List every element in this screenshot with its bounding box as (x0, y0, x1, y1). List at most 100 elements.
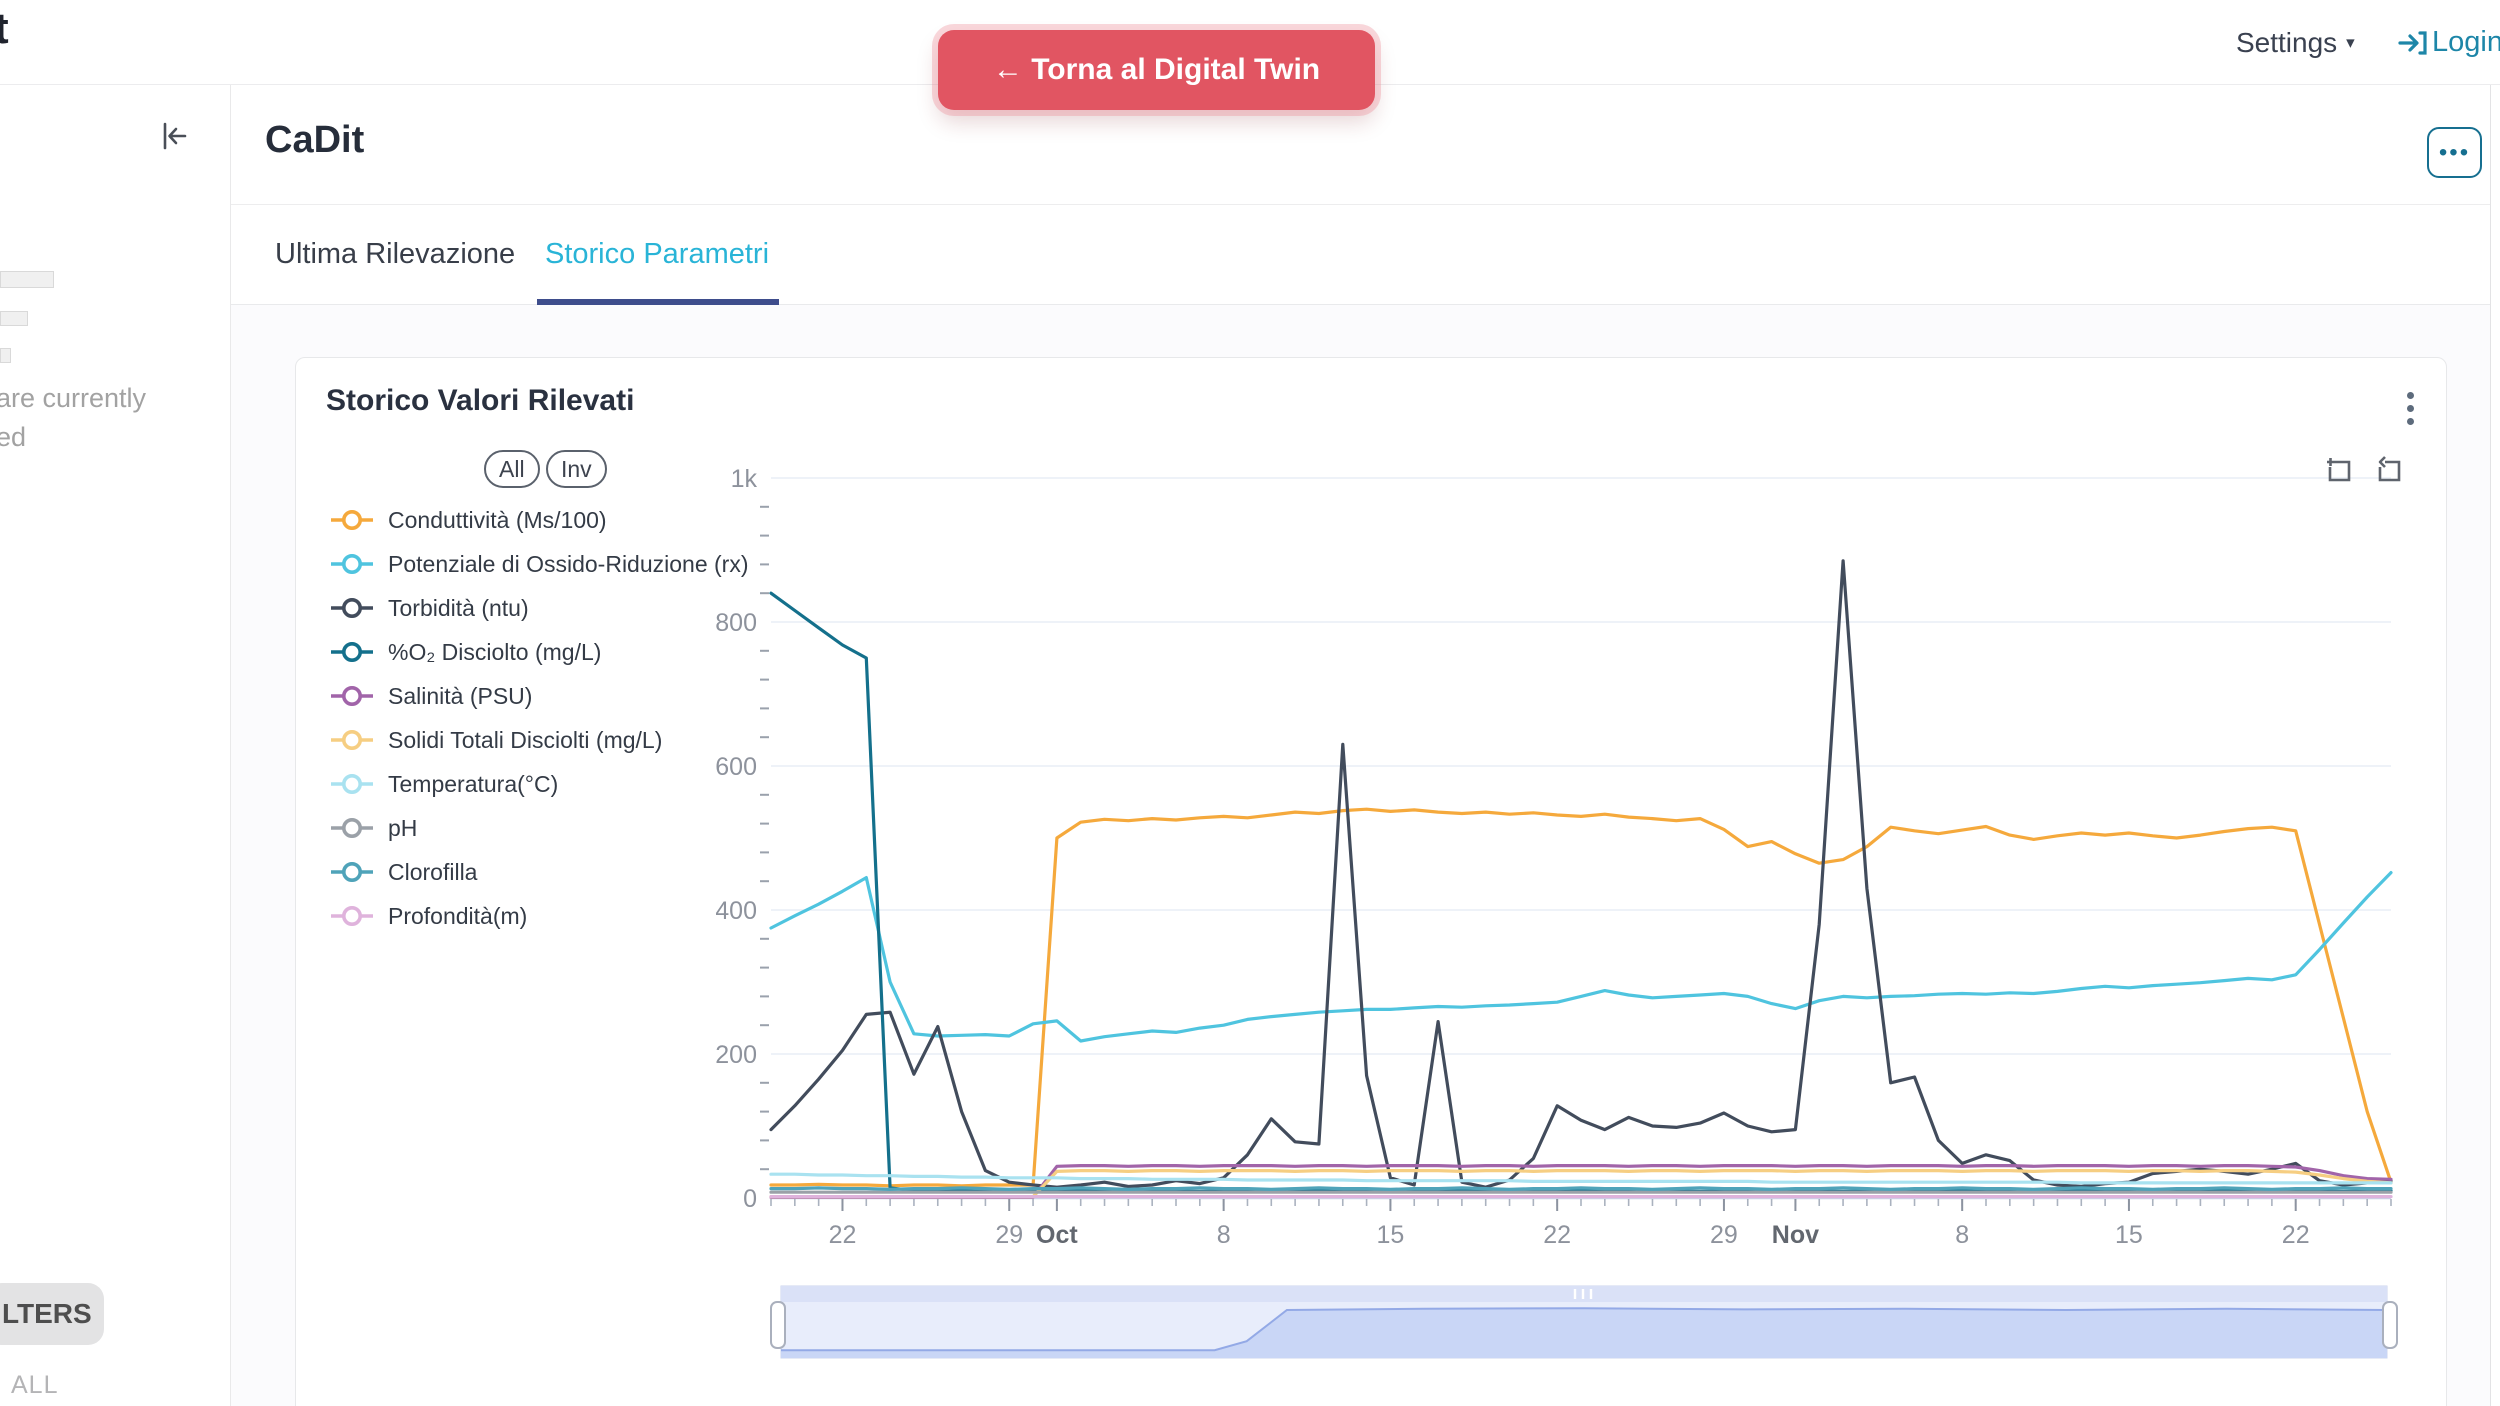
skeleton-bar (0, 311, 28, 326)
legend-item-temperatura[interactable]: Temperatura(°C) (329, 762, 749, 806)
sidebar: are currently ed LTERS ALL (0, 85, 231, 1406)
chevron-down-icon: ▾ (2346, 32, 2355, 52)
series-clorofilla (769, 1186, 2393, 1192)
svg-text:29: 29 (995, 1221, 1023, 1249)
legend-label: pH (388, 814, 418, 841)
zoom-reset-icon[interactable] (2372, 454, 2404, 486)
tab-storico-parametri[interactable]: Storico Parametri (545, 238, 770, 270)
collapse-sidebar-button[interactable] (152, 115, 196, 159)
series-potenziale-ossido-riduzione (769, 871, 2393, 1043)
svg-text:8: 8 (1217, 1221, 1231, 1249)
settings-menu[interactable]: Settings ▾ (2236, 0, 2355, 85)
legend-list: Conduttività (Ms/100) Potenziale di Ossi… (329, 498, 749, 938)
kebab-dot-icon (2406, 391, 2414, 399)
collapse-arrow-icon (163, 122, 187, 149)
kebab-dot-icon (2406, 404, 2414, 412)
back-to-digital-twin-button[interactable]: ← Torna al Digital Twin (938, 30, 1375, 110)
login-link[interactable]: Login (2396, 0, 2500, 85)
legend-marker-icon (331, 642, 373, 662)
svg-text:600: 600 (716, 753, 757, 781)
legend-item-potenziale-ossido-riduzione[interactable]: Potenziale di Ossido-Riduzione (rx) (329, 542, 749, 586)
legend-label: Torbidità (ntu) (388, 594, 529, 621)
legend-label: Potenziale di Ossido-Riduzione (rx) (388, 550, 749, 577)
svg-text:22: 22 (829, 1221, 857, 1249)
legend-item-ph[interactable]: pH (329, 806, 749, 850)
select-all-link[interactable]: ALL (11, 1371, 59, 1399)
legend-item-o2-disciolto[interactable]: %O₂ Disciolto (mg/L) (329, 630, 749, 674)
legend-item-profondita[interactable]: Profondità(m) (329, 894, 749, 938)
svg-text:15: 15 (1377, 1221, 1405, 1249)
legend-item-clorofilla[interactable]: Clorofilla (329, 850, 749, 894)
legend-label: Temperatura(°C) (388, 770, 559, 797)
svg-text:1k: 1k (731, 465, 758, 493)
page-title: CaDit (265, 119, 365, 161)
chart-menu-button[interactable] (2392, 386, 2428, 430)
skeleton-bar (0, 348, 11, 363)
sidebar-note: are currently ed (0, 379, 146, 457)
legend-label: Profondità(m) (388, 902, 528, 929)
legend-marker-icon (331, 818, 373, 838)
content-area: Storico Valori Rilevati All Inv Condutti… (231, 305, 2500, 1406)
svg-text:8: 8 (1955, 1221, 1969, 1249)
svg-text:200: 200 (716, 1041, 757, 1069)
legend-label: Salinità (PSU) (388, 682, 533, 709)
legend-item-torbidita[interactable]: Torbidità (ntu) (329, 586, 749, 630)
legend-item-solidi-totali-disciolti[interactable]: Solidi Totali Disciolti (mg/L) (329, 718, 749, 762)
overflow-menu-button[interactable]: ••• (2427, 127, 2482, 178)
chart-title: Storico Valori Rilevati (326, 384, 635, 417)
slider-handle-left (770, 1301, 786, 1349)
active-tab-underline (537, 299, 779, 305)
sidebar-note-line2: ed (0, 422, 27, 452)
legend-marker-icon (331, 906, 373, 926)
tab-ultima-rilevazione[interactable]: Ultima Rilevazione (275, 238, 516, 270)
scrollbar-track[interactable] (2490, 85, 2500, 1406)
sidebar-note-line1: are currently (0, 383, 147, 413)
svg-text:15: 15 (2115, 1221, 2143, 1249)
svg-text:Nov: Nov (1772, 1221, 1819, 1249)
series-conduttivita (769, 807, 2393, 1188)
legend-marker-icon (331, 510, 373, 530)
legend-invert-button[interactable]: Inv (546, 450, 607, 488)
settings-label: Settings (2236, 26, 2338, 58)
chart-card: Storico Valori Rilevati All Inv Condutti… (295, 357, 2447, 1406)
legend-marker-icon (331, 554, 373, 574)
series-torbidita (769, 559, 2393, 1189)
legend-marker-icon (331, 862, 373, 882)
line-chart: 0 200 400 600 800 1k 22 29 Oct 8 15 22 29 Nov 8 15 22 (715, 453, 2426, 1253)
legend-marker-icon (331, 598, 373, 618)
logo-fragment: t (0, 4, 9, 53)
chart-toolbox (2322, 454, 2404, 486)
svg-text:22: 22 (2282, 1221, 2310, 1249)
slider-handle-right (2382, 1301, 2398, 1349)
login-arrow-icon (2398, 30, 2427, 55)
legend-select-all-button[interactable]: All (484, 450, 540, 488)
tabs-bar: Ultima Rilevazione Storico Parametri (231, 205, 2500, 305)
filters-button[interactable]: LTERS (0, 1283, 104, 1345)
kebab-dot-icon (2406, 417, 2414, 425)
zoom-select-icon[interactable] (2322, 454, 2354, 486)
main-header: CaDit ••• (231, 85, 2500, 205)
svg-text:Oct: Oct (1036, 1221, 1078, 1249)
skeleton-bar (0, 271, 54, 288)
ellipsis-icon: ••• (2438, 138, 2471, 166)
legend-label: Solidi Totali Disciolti (mg/L) (388, 726, 663, 753)
svg-text:400: 400 (716, 897, 757, 925)
legend-marker-icon (331, 774, 373, 794)
svg-text:22: 22 (1543, 1221, 1571, 1249)
svg-text:0: 0 (743, 1185, 757, 1213)
legend-label: %O₂ Disciolto (mg/L) (388, 638, 602, 665)
legend-label: Clorofilla (388, 858, 478, 885)
slider-move-handle (1573, 1289, 1593, 1299)
series-o2-disciolto (769, 591, 2393, 1194)
series-temperatura (769, 1172, 2393, 1185)
legend-label: Conduttività (Ms/100) (388, 506, 607, 533)
data-zoom-slider[interactable] (769, 1280, 2399, 1364)
legend-marker-icon (331, 730, 373, 750)
legend-item-conduttivita[interactable]: Conduttività (Ms/100) (329, 498, 749, 542)
legend-marker-icon (331, 686, 373, 706)
svg-text:800: 800 (716, 609, 757, 637)
legend-item-salinita[interactable]: Salinità (PSU) (329, 674, 749, 718)
svg-text:29: 29 (1710, 1221, 1738, 1249)
login-label: Login (2432, 26, 2500, 58)
